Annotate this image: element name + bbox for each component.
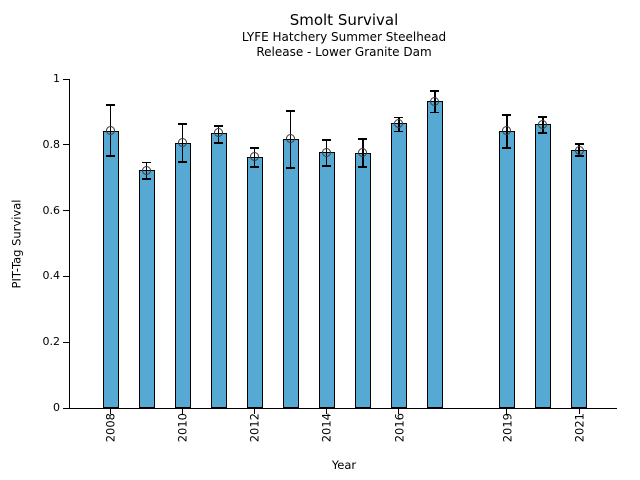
y-tick-0.4 (63, 275, 69, 277)
error-cap-bottom-2012 (250, 166, 260, 168)
chart-title: Smolt Survival (289, 11, 399, 29)
error-cap-bottom-2016 (394, 130, 404, 133)
error-cap-top-2012 (250, 147, 260, 149)
plot-area (69, 79, 617, 409)
chart-subtitle-line2: Release - Lower Granite Dam (256, 45, 432, 59)
y-axis-label-column: PIT-Tag Survival (5, 79, 27, 408)
error-cap-top-2021 (574, 143, 584, 145)
x-tick-label-2008: 2008 (103, 413, 118, 443)
error-cap-top-2011 (214, 125, 224, 127)
data-point-marker-2019 (502, 126, 512, 136)
x-tick-label-2010: 2010 (175, 413, 190, 443)
error-cap-top-2009 (142, 161, 152, 164)
error-cap-bottom-2021 (574, 155, 584, 157)
error-cap-bottom-2019 (502, 147, 512, 149)
bar-2012 (246, 156, 263, 408)
bar-2010 (174, 142, 191, 408)
bar-2011 (210, 132, 227, 408)
x-tick-2016 (398, 408, 400, 414)
error-cap-bottom-2008 (106, 155, 115, 157)
error-cap-bottom-2009 (142, 178, 152, 180)
y-tick-0 (63, 407, 69, 409)
x-tick-2014 (326, 408, 328, 414)
error-cap-top-2020 (538, 116, 548, 118)
data-point-marker-2016 (394, 118, 404, 128)
bar-2013 (282, 138, 299, 408)
error-cap-bottom-2014 (322, 165, 332, 167)
data-point-marker-2011 (214, 128, 224, 138)
x-tick-label-2019: 2019 (499, 413, 514, 443)
x-tick-label-2014: 2014 (319, 413, 334, 443)
y-tick-label-0.2: 0.2 (42, 335, 61, 349)
bar-2008 (102, 130, 119, 408)
data-point-marker-2021 (574, 145, 584, 155)
error-cap-top-2017 (430, 90, 440, 92)
bar-2021 (571, 150, 588, 408)
x-tick-2021 (578, 408, 580, 414)
y-tick-label-1: 1 (53, 72, 60, 85)
error-cap-top-2019 (502, 114, 512, 116)
y-tick-0.6 (63, 210, 69, 212)
data-point-marker-2014 (322, 147, 332, 157)
error-cap-top-2014 (322, 139, 332, 141)
error-cap-top-2013 (286, 110, 296, 112)
data-point-marker-2017 (430, 96, 440, 106)
bar-2017 (426, 101, 443, 408)
data-point-marker-2015 (358, 148, 368, 158)
error-cap-bottom-2020 (538, 132, 548, 134)
error-cap-top-2015 (358, 138, 368, 140)
data-point-marker-2020 (538, 119, 548, 129)
x-axis-label: Year (331, 458, 357, 472)
bar-2009 (138, 170, 155, 408)
x-tick-label-2012: 2012 (247, 413, 262, 443)
error-cap-top-2010 (178, 123, 188, 125)
x-tick-label-2016: 2016 (391, 413, 406, 443)
error-cap-bottom-2013 (286, 167, 296, 169)
data-point-marker-2013 (286, 134, 296, 144)
bar-2019 (498, 130, 515, 408)
data-point-marker-2010 (178, 138, 188, 148)
data-point-marker-2008 (106, 126, 115, 136)
error-cap-bottom-2010 (178, 161, 188, 163)
y-tick-label-0: 0 (53, 401, 60, 414)
y-tick-0.2 (63, 341, 69, 343)
x-tick-2019 (506, 408, 508, 414)
bar-2015 (354, 152, 371, 408)
x-tick-2010 (182, 408, 184, 414)
bar-2020 (534, 124, 551, 408)
x-tick-label-2021: 2021 (572, 413, 587, 443)
y-tick-0.8 (63, 144, 69, 146)
data-point-marker-2012 (250, 152, 260, 162)
data-point-marker-2009 (142, 165, 152, 175)
y-tick-label-0.4: 0.4 (42, 269, 61, 283)
chart-subtitle-line1: LYFE Hatchery Summer Steelhead (241, 30, 447, 44)
y-tick-label-0.6: 0.6 (42, 203, 61, 217)
error-cap-bottom-2015 (358, 166, 368, 168)
error-cap-top-2016 (394, 116, 404, 119)
error-cap-top-2008 (106, 104, 115, 106)
error-cap-bottom-2011 (214, 142, 224, 144)
bar-2014 (318, 152, 335, 408)
x-tick-2008 (110, 408, 111, 414)
bar-2016 (390, 123, 407, 408)
y-tick-label-0.8: 0.8 (42, 137, 61, 151)
y-tick-1 (63, 78, 69, 80)
x-tick-2012 (254, 408, 256, 414)
error-cap-bottom-2017 (430, 111, 440, 114)
